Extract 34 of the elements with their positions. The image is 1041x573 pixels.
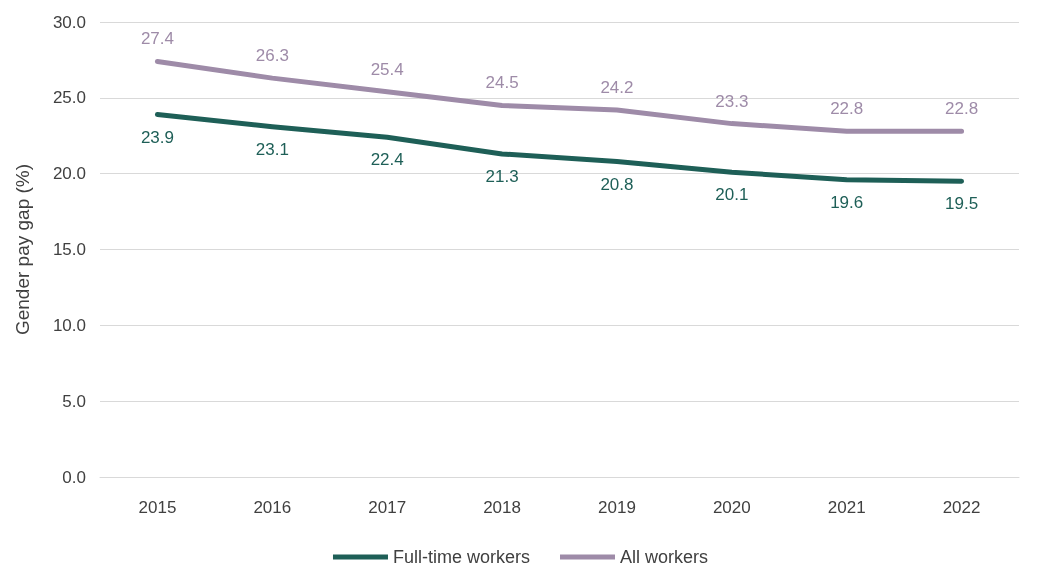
data-label: 23.1 xyxy=(255,139,289,159)
x-tick-label: 2020 xyxy=(712,498,751,517)
data-label: 24.2 xyxy=(600,77,634,97)
data-label: 23.3 xyxy=(715,91,749,111)
y-tick-label: 25.0 xyxy=(52,88,86,108)
data-label: 22.8 xyxy=(830,99,864,119)
data-label: 22.4 xyxy=(370,150,404,170)
x-tick-label: 2015 xyxy=(138,498,177,517)
data-label: 26.3 xyxy=(255,46,289,66)
data-label: 27.4 xyxy=(140,29,174,49)
x-tick-label: 2016 xyxy=(253,498,292,517)
y-axis-title: Gender pay gap (%) xyxy=(12,163,33,336)
data-label: 20.1 xyxy=(715,185,749,205)
legend-label: Full-time workers xyxy=(392,547,530,567)
y-tick-label: 10.0 xyxy=(52,315,86,335)
x-tick-label: 2022 xyxy=(942,498,981,517)
y-tick-label: 5.0 xyxy=(62,391,86,411)
data-label: 25.4 xyxy=(370,59,404,79)
data-label: 22.8 xyxy=(945,99,979,119)
y-tick-label: 15.0 xyxy=(52,240,86,259)
data-label: 19.5 xyxy=(945,194,979,214)
y-tick-label: 20.0 xyxy=(52,164,86,184)
x-tick-label: 2019 xyxy=(598,498,636,517)
x-tick-label: 2017 xyxy=(368,498,407,517)
x-tick-label: 2021 xyxy=(827,498,866,517)
data-label: 23.9 xyxy=(140,127,174,147)
data-label: 19.6 xyxy=(830,192,864,212)
data-label: 21.3 xyxy=(485,166,519,186)
data-label: 20.8 xyxy=(600,174,634,194)
x-tick-label: 2018 xyxy=(483,498,521,517)
legend-label: All workers xyxy=(620,547,709,567)
y-tick-label: 0.0 xyxy=(62,467,86,487)
data-label: 24.5 xyxy=(485,73,519,93)
y-tick-label: 30.0 xyxy=(52,12,86,32)
